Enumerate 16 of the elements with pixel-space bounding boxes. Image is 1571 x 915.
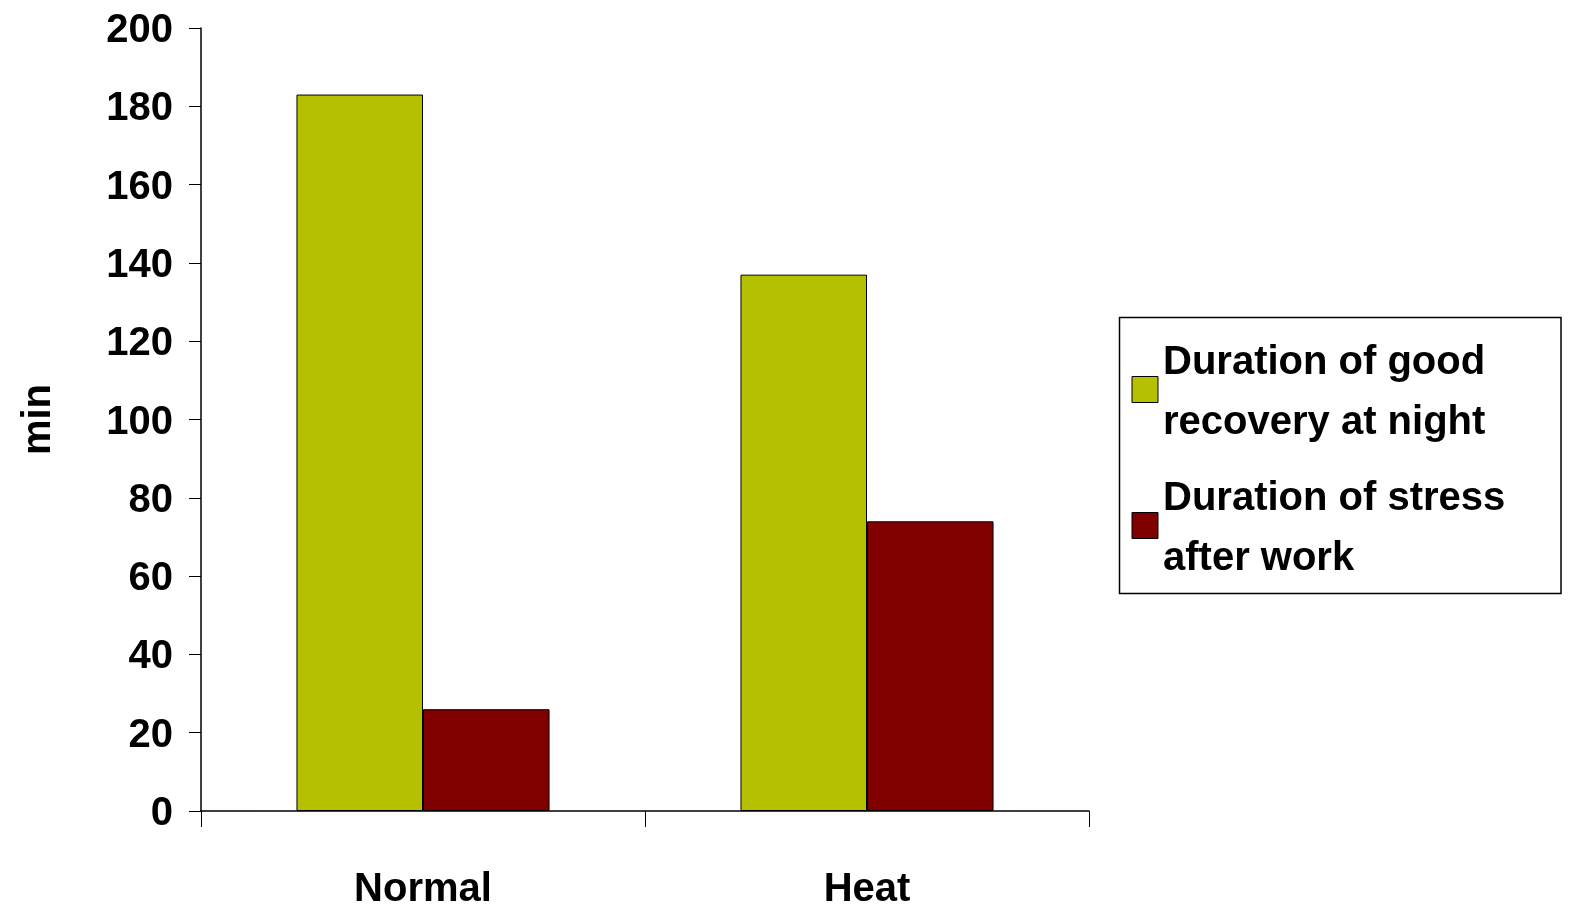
y-tick-label: 160 — [106, 162, 173, 207]
y-tick-label: 40 — [128, 632, 173, 677]
x-tick-label: Heat — [823, 865, 911, 909]
y-tick-label: 180 — [106, 84, 173, 129]
y-tick-label: 200 — [106, 6, 173, 50]
y-tick-label: 60 — [128, 554, 173, 599]
y-tick-label: 100 — [106, 397, 173, 442]
y-tick-label: 80 — [128, 475, 173, 520]
y-tick-label: 20 — [128, 710, 173, 755]
y-tick-label: 140 — [106, 240, 173, 285]
y-axis-title: min — [14, 383, 58, 456]
y-tick-label: 0 — [150, 789, 173, 833]
y-tick-label: 120 — [106, 319, 173, 364]
legend-label: Duration of stress after work — [1163, 473, 1517, 578]
x-tick-label: Normal — [354, 865, 492, 909]
legend-label: Duration of good recovery at night — [1163, 337, 1497, 442]
